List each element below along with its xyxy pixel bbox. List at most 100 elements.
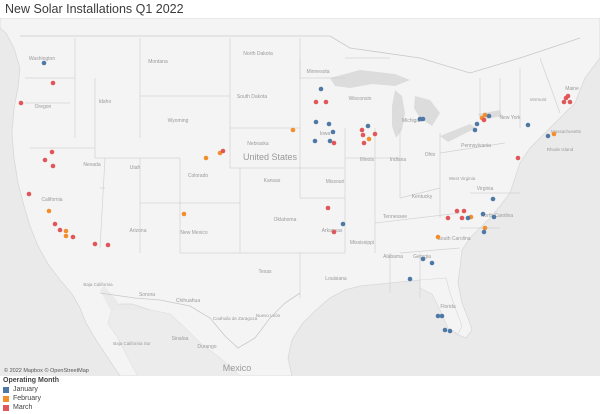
installation-marker-march[interactable] <box>331 140 337 146</box>
installation-marker-march[interactable] <box>42 157 48 163</box>
installation-marker-march[interactable] <box>92 241 98 247</box>
installation-marker-march[interactable] <box>360 132 366 138</box>
installation-marker-january[interactable] <box>435 313 441 319</box>
map-view[interactable]: United States Mexico Washington Oregon I… <box>0 17 600 377</box>
installation-marker-february[interactable] <box>366 136 372 142</box>
installation-marker-march[interactable] <box>461 208 467 214</box>
installation-marker-march[interactable] <box>445 215 451 221</box>
legend-title: Operating Month <box>3 377 59 384</box>
installation-marker-february[interactable] <box>63 228 69 234</box>
label-state: New York <box>499 115 521 121</box>
label-state: Illinois <box>360 157 374 163</box>
label-state: Oregon <box>35 104 52 110</box>
installation-marker-february[interactable] <box>482 225 488 231</box>
installation-marker-march[interactable] <box>313 99 319 105</box>
installation-marker-january[interactable] <box>447 328 453 334</box>
legend-item-january[interactable]: January <box>3 385 59 394</box>
installation-marker-march[interactable] <box>18 100 24 106</box>
installation-marker-march[interactable] <box>323 99 329 105</box>
installation-marker-march[interactable] <box>372 131 378 137</box>
label-state: Minnesota <box>306 69 329 75</box>
installation-marker-march[interactable] <box>454 208 460 214</box>
installation-marker-march[interactable] <box>70 234 76 240</box>
installation-marker-february[interactable] <box>46 208 52 214</box>
label-state: North Carolina <box>481 213 513 219</box>
legend: Operating Month January February March <box>3 377 59 412</box>
installation-marker-march[interactable] <box>50 80 56 86</box>
installation-marker-january[interactable] <box>318 86 324 92</box>
installation-marker-january[interactable] <box>490 196 496 202</box>
installation-marker-january[interactable] <box>407 276 413 282</box>
installation-marker-march[interactable] <box>26 191 32 197</box>
installation-marker-march[interactable] <box>220 148 226 154</box>
installation-marker-january[interactable] <box>491 214 497 220</box>
installation-marker-january[interactable] <box>472 127 478 133</box>
installation-marker-january[interactable] <box>480 211 486 217</box>
installation-marker-january[interactable] <box>365 123 371 129</box>
label-state: Kansas <box>264 178 281 184</box>
installation-marker-february[interactable] <box>551 131 557 137</box>
installation-marker-march[interactable] <box>481 117 487 123</box>
installation-marker-january[interactable] <box>327 138 333 144</box>
label-state: Louisiana <box>325 276 347 282</box>
installation-marker-january[interactable] <box>326 121 332 127</box>
installation-marker-january[interactable] <box>330 129 336 135</box>
installation-marker-february[interactable] <box>203 155 209 161</box>
legend-item-february[interactable]: February <box>3 394 59 403</box>
label-united-states: United States <box>243 152 298 162</box>
installation-marker-january[interactable] <box>545 133 551 139</box>
installation-marker-january[interactable] <box>525 122 531 128</box>
mexico-region <box>108 310 240 376</box>
label-state: Washington <box>29 56 55 62</box>
installation-marker-march[interactable] <box>105 242 111 248</box>
installation-marker-march[interactable] <box>52 221 58 227</box>
label-state: Wyoming <box>168 118 189 124</box>
map-labels: United States Mexico Washington Oregon I… <box>29 51 582 373</box>
label-state: Baja California Sur <box>113 341 151 346</box>
label-state: Alabama <box>383 254 403 260</box>
installation-marker-january[interactable] <box>420 116 426 122</box>
installation-marker-january[interactable] <box>474 121 480 127</box>
installation-marker-march[interactable] <box>359 127 365 133</box>
installation-marker-march[interactable] <box>50 163 56 169</box>
label-state: Virginia <box>477 186 494 192</box>
installation-marker-march[interactable] <box>567 99 573 105</box>
installation-marker-january[interactable] <box>481 229 487 235</box>
lake-superior <box>330 70 410 88</box>
installation-marker-march[interactable] <box>331 229 337 235</box>
installation-marker-march[interactable] <box>49 149 55 155</box>
installation-marker-march[interactable] <box>57 227 63 233</box>
installation-marker-january[interactable] <box>313 119 319 125</box>
installation-marker-march[interactable] <box>561 99 567 105</box>
installation-marker-march[interactable] <box>565 93 571 99</box>
label-state: Mississippi <box>350 240 374 246</box>
installation-marker-march[interactable] <box>361 140 367 146</box>
swatch-january <box>3 386 9 393</box>
installation-marker-march[interactable] <box>325 205 331 211</box>
installation-marker-january[interactable] <box>41 60 47 66</box>
installation-marker-january[interactable] <box>340 221 346 227</box>
installation-marker-january[interactable] <box>439 313 445 319</box>
installation-marker-february[interactable] <box>63 233 69 239</box>
installation-marker-january[interactable] <box>420 256 426 262</box>
installation-marker-march[interactable] <box>459 215 465 221</box>
lake-erie <box>440 124 476 142</box>
installation-marker-march[interactable] <box>515 155 521 161</box>
label-state: Nebraska <box>247 141 269 147</box>
page-title: New Solar Installations Q1 2022 <box>5 2 184 16</box>
legend-item-march[interactable]: March <box>3 403 59 412</box>
installation-marker-january[interactable] <box>486 113 492 119</box>
map-canvas: United States Mexico Washington Oregon I… <box>0 17 600 377</box>
lake-michigan <box>392 90 405 138</box>
installation-marker-february[interactable] <box>435 234 441 240</box>
label-state: Colorado <box>188 173 209 179</box>
installation-marker-january[interactable] <box>312 138 318 144</box>
installation-marker-january[interactable] <box>442 327 448 333</box>
installation-marker-february[interactable] <box>181 211 187 217</box>
installation-marker-february[interactable] <box>482 112 488 118</box>
installation-marker-january[interactable] <box>465 215 471 221</box>
installation-marker-february[interactable] <box>290 127 296 133</box>
installation-marker-january[interactable] <box>429 260 435 266</box>
us-canada-border <box>20 35 581 74</box>
swatch-february <box>3 395 9 402</box>
